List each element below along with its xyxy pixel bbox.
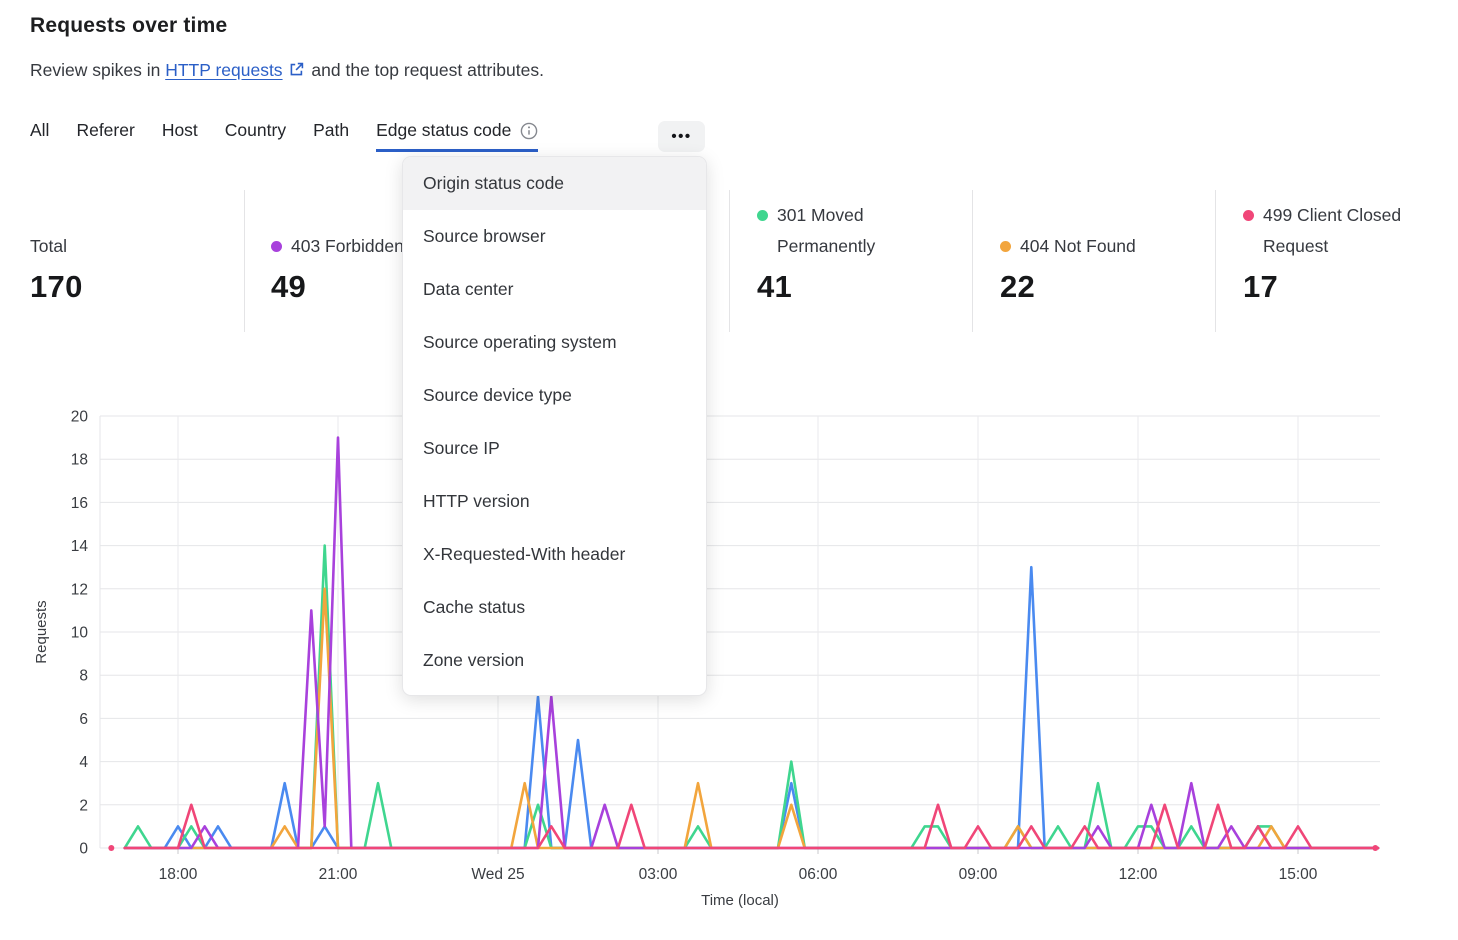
series-color-dot bbox=[1000, 241, 1011, 252]
subtitle-text-after: and the top request attributes. bbox=[306, 60, 544, 80]
y-tick-label: 18 bbox=[71, 452, 88, 469]
stat-label: 301 Moved Permanently bbox=[777, 205, 876, 256]
tab-label: Edge status code bbox=[376, 120, 512, 140]
menu-item-x-requested-with-header[interactable]: X-Requested-With header bbox=[423, 544, 626, 564]
x-tick-label: 18:00 bbox=[159, 866, 198, 883]
stat-label: 404 Not Found bbox=[1020, 236, 1136, 256]
y-tick-label: 12 bbox=[71, 581, 88, 598]
stat-label-area: 301 Moved Permanently bbox=[757, 200, 957, 262]
menu-item-source-operating-system[interactable]: Source operating system bbox=[423, 332, 617, 352]
attribute-dropdown-menu: Origin status code Source browser Data cen… bbox=[402, 156, 707, 696]
tab-label: Host bbox=[161, 120, 198, 140]
tab-edge-status-code[interactable]: Edge status code bbox=[376, 120, 539, 152]
y-tick-label: 16 bbox=[71, 495, 88, 512]
x-tick-label: 06:00 bbox=[799, 866, 838, 883]
y-tick-label: 8 bbox=[79, 668, 88, 685]
attribute-tabs: All Referer Host Country Path Edge status cod… bbox=[30, 120, 539, 152]
tab-label: Country bbox=[224, 120, 287, 140]
stat-value: 22 bbox=[1000, 269, 1036, 304]
stat-301-moved-permanently: 301 Moved Permanently 41 bbox=[757, 200, 957, 305]
menu-item-source-device-type[interactable]: Source device type bbox=[423, 385, 572, 405]
stat-label-row: 301 Moved Permanently bbox=[757, 200, 927, 262]
menu-item-http-version[interactable]: HTTP version bbox=[423, 491, 530, 511]
menu-item-cache-status[interactable]: Cache status bbox=[423, 597, 526, 617]
external-link-icon bbox=[289, 61, 304, 82]
stat-label-area: Total bbox=[30, 200, 230, 262]
stat-value: 170 bbox=[30, 269, 83, 304]
ellipsis-icon: ••• bbox=[671, 128, 692, 145]
stat-label: 499 Client Closed Request bbox=[1263, 205, 1402, 256]
series-point-499-client-closed-request bbox=[108, 845, 115, 851]
y-tick-label: 6 bbox=[79, 711, 88, 728]
stat-404-not-found: 404 Not Found 22 bbox=[1000, 200, 1200, 305]
stat-label-area: 499 Client Closed Request bbox=[1243, 200, 1443, 262]
stat-divider bbox=[244, 190, 245, 332]
tab-label: Path bbox=[313, 120, 350, 140]
x-tick-label: 15:00 bbox=[1279, 866, 1318, 883]
subtitle-text-before: Review spikes in bbox=[30, 60, 166, 80]
stat-label-row: 499 Client Closed Request bbox=[1243, 200, 1413, 262]
stat-label-row: 403 Forbidden bbox=[271, 231, 404, 262]
tab-label: All bbox=[30, 120, 50, 140]
x-tick-label: 21:00 bbox=[319, 866, 358, 883]
stat-value: 49 bbox=[271, 269, 307, 304]
series-color-dot bbox=[271, 241, 282, 252]
menu-item-data-center[interactable]: Data center bbox=[423, 279, 514, 299]
stat-value: 17 bbox=[1243, 269, 1279, 304]
x-axis-title: Time (local) bbox=[701, 892, 779, 909]
tab-country[interactable]: Country bbox=[225, 120, 286, 149]
series-line-499-client-closed-request bbox=[123, 803, 1380, 850]
tab-label: Referer bbox=[76, 120, 135, 140]
x-tick-label: Wed 25 bbox=[471, 866, 524, 883]
more-tabs-button[interactable]: ••• bbox=[658, 121, 705, 152]
x-tick-label: 12:00 bbox=[1119, 866, 1158, 883]
tab-all[interactable]: All bbox=[30, 120, 49, 149]
menu-item-source-browser[interactable]: Source browser bbox=[423, 226, 546, 246]
page-title: Requests over time bbox=[30, 14, 228, 37]
stat-divider bbox=[972, 190, 973, 332]
menu-item-source-ip[interactable]: Source IP bbox=[423, 438, 500, 458]
series-color-dot bbox=[757, 210, 768, 221]
x-tick-label: 09:00 bbox=[959, 866, 998, 883]
series-line-403-forbidden bbox=[123, 436, 1380, 850]
stat-label-area: 404 Not Found bbox=[1000, 200, 1200, 262]
stat-divider bbox=[729, 190, 730, 332]
tab-host[interactable]: Host bbox=[162, 120, 198, 149]
stat-total: Total 170 bbox=[30, 200, 230, 305]
stat-499-client-closed-request: 499 Client Closed Request 17 bbox=[1243, 200, 1443, 305]
series-color-dot bbox=[1243, 210, 1254, 221]
y-tick-label: 10 bbox=[71, 625, 89, 642]
stat-label: Total bbox=[30, 236, 67, 256]
y-axis-title: Requests bbox=[33, 600, 50, 663]
tab-referer[interactable]: Referer bbox=[76, 120, 134, 149]
menu-item-zone-version[interactable]: Zone version bbox=[423, 650, 525, 670]
stat-label-row: Total bbox=[30, 231, 67, 262]
y-tick-label: 20 bbox=[71, 409, 89, 426]
stat-value: 41 bbox=[757, 269, 793, 304]
x-tick-label: 03:00 bbox=[639, 866, 678, 883]
series-point-499-client-closed-request bbox=[1372, 845, 1379, 851]
stat-divider bbox=[1215, 190, 1216, 332]
stat-label: 403 Forbidden bbox=[291, 236, 404, 256]
y-tick-label: 14 bbox=[71, 538, 89, 555]
y-tick-label: 4 bbox=[79, 754, 88, 771]
menu-item-origin-status-code[interactable]: Origin status code bbox=[403, 157, 706, 210]
stat-label-row: 404 Not Found bbox=[1000, 231, 1136, 262]
tab-path[interactable]: Path bbox=[313, 120, 349, 149]
y-tick-label: 2 bbox=[79, 797, 88, 814]
stat-403-forbidden: 403 Forbidden 49 bbox=[271, 200, 471, 305]
y-tick-label: 0 bbox=[79, 841, 88, 858]
info-icon[interactable] bbox=[520, 122, 538, 140]
subtitle: Review spikes in HTTP requests and the t… bbox=[30, 60, 544, 82]
http-requests-link[interactable]: HTTP requests bbox=[165, 60, 283, 80]
stat-label-area: 403 Forbidden bbox=[271, 200, 471, 262]
